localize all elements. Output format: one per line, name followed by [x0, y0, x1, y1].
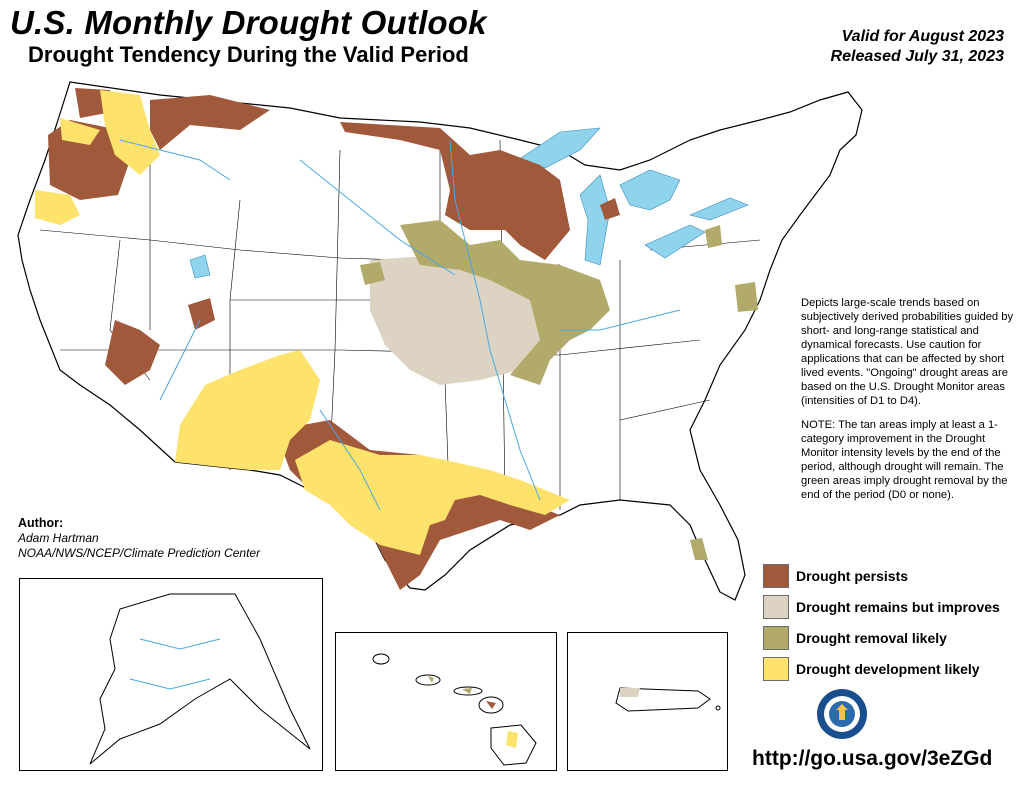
release-date: Released July 31, 2023 [830, 48, 1004, 65]
drought-removal-areas [360, 220, 758, 560]
info-url-link[interactable]: http://go.usa.gov/3eZGd [752, 747, 993, 770]
legend-label: Drought remains but improves [796, 598, 1000, 615]
puerto-rico-land [615, 687, 711, 712]
kauai [372, 653, 390, 665]
alaska-inset [19, 578, 323, 771]
rivers [119, 139, 681, 511]
hawaii-inset [335, 632, 557, 771]
description-paragraph: Depicts large-scale trends based on subj… [801, 297, 1014, 407]
legend-item-development: Drought development likely [763, 656, 980, 681]
alaska-land [89, 593, 311, 765]
legend-label: Drought development likely [796, 660, 980, 677]
puerto-rico-inset [567, 632, 728, 771]
legend-item-improves: Drought remains but improves [763, 594, 1000, 619]
author-block: Author: Adam Hartman NOAA/NWS/NCEP/Clima… [18, 516, 260, 561]
author-org: NOAA/NWS/NCEP/Climate Prediction Center [18, 546, 261, 560]
legend-swatch [763, 563, 789, 588]
legend-label: Drought persists [796, 567, 909, 584]
map-title: U.S. Monthly Drought Outlook [10, 4, 487, 41]
legend-item-persists: Drought persists [763, 563, 908, 588]
legend-item-removal: Drought removal likely [763, 625, 947, 650]
description-text: Depicts large-scale trends based on subj… [801, 296, 1016, 512]
oahu [415, 674, 441, 686]
validity-block: Valid for August 2023 Released July 31, … [831, 27, 1004, 67]
legend-swatch [763, 656, 789, 681]
alaska-rivers [129, 638, 221, 690]
noaa-seal-icon [817, 689, 867, 739]
author-label: Author: [18, 516, 64, 530]
great-lakes [189, 127, 749, 279]
map-subtitle: Drought Tendency During the Valid Period [28, 42, 469, 67]
legend-swatch [763, 594, 789, 619]
author-name: Adam Hartman [18, 531, 99, 545]
valid-period: Valid for August 2023 [841, 28, 1004, 45]
note-paragraph: NOTE: The tan areas imply at least a 1-c… [801, 419, 1008, 501]
legend-swatch [763, 625, 789, 650]
legend-label: Drought removal likely [796, 629, 947, 646]
